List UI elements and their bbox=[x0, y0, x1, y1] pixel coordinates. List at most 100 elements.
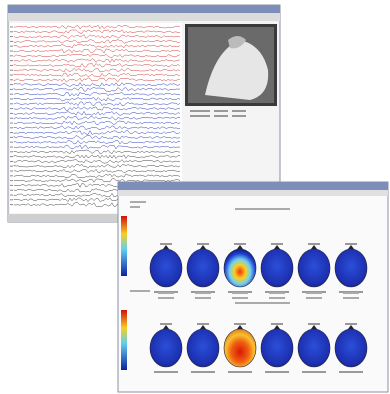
head-map bbox=[334, 248, 368, 288]
channel-label bbox=[10, 55, 13, 57]
trace-area bbox=[10, 23, 182, 213]
head-nose bbox=[237, 245, 243, 249]
info-text bbox=[190, 110, 246, 117]
head-nose bbox=[348, 245, 354, 249]
channel-label bbox=[10, 160, 13, 162]
head-nose bbox=[274, 245, 280, 249]
head-nose bbox=[200, 325, 206, 329]
color-scale bbox=[121, 216, 127, 276]
channel-label bbox=[10, 45, 13, 47]
channel-label bbox=[10, 117, 13, 119]
channel-label bbox=[10, 170, 13, 172]
head-map bbox=[149, 328, 183, 368]
head-nose bbox=[163, 325, 169, 329]
channel-label bbox=[10, 31, 13, 33]
value-text bbox=[269, 297, 285, 299]
channel-label bbox=[10, 175, 13, 177]
eeg-trace bbox=[13, 140, 181, 145]
head-nose bbox=[274, 325, 280, 329]
value-text bbox=[232, 292, 248, 294]
topo-maps bbox=[149, 243, 368, 373]
eeg-trace bbox=[13, 154, 181, 159]
map-label bbox=[308, 323, 320, 325]
channel-label bbox=[10, 88, 13, 90]
eeg-trace bbox=[13, 44, 181, 49]
channel-label bbox=[10, 36, 13, 38]
title-bar bbox=[8, 5, 280, 13]
channel-label bbox=[10, 103, 13, 105]
head-nose bbox=[311, 245, 317, 249]
value-text bbox=[195, 297, 211, 299]
channel-label bbox=[10, 136, 13, 138]
eeg-trace bbox=[13, 120, 181, 126]
head-map bbox=[186, 328, 220, 368]
map-label bbox=[308, 243, 320, 245]
head-map bbox=[186, 248, 220, 288]
eeg-trace bbox=[13, 24, 181, 30]
channel-label bbox=[10, 79, 13, 81]
channel-label bbox=[10, 108, 13, 110]
eeg-trace bbox=[13, 97, 181, 102]
eeg-trace bbox=[13, 159, 181, 164]
eeg-trace bbox=[13, 58, 181, 63]
value-text bbox=[343, 292, 359, 294]
map-label bbox=[160, 243, 172, 245]
map-label bbox=[345, 323, 357, 325]
eeg-trace bbox=[13, 110, 181, 116]
topo-window bbox=[117, 181, 389, 393]
eeg-trace bbox=[13, 63, 181, 68]
head-map bbox=[223, 248, 257, 288]
eeg-trace bbox=[13, 149, 181, 155]
channel-label bbox=[10, 122, 13, 124]
eeg-trace bbox=[13, 53, 181, 58]
eeg-trace bbox=[13, 72, 181, 78]
head-map bbox=[149, 248, 183, 288]
channel-label bbox=[10, 98, 13, 100]
channel-label bbox=[10, 184, 13, 186]
channel-label bbox=[10, 84, 13, 86]
header-text bbox=[130, 201, 290, 304]
value-text bbox=[232, 297, 248, 299]
eeg-trace bbox=[13, 77, 181, 83]
eeg-trace bbox=[13, 91, 181, 97]
eeg-trace bbox=[13, 130, 181, 135]
eeg-trace bbox=[13, 135, 181, 140]
map-label bbox=[345, 243, 357, 245]
eeg-trace bbox=[13, 125, 181, 131]
title-bar bbox=[118, 182, 388, 190]
channel-label bbox=[10, 146, 13, 148]
map-label bbox=[197, 323, 209, 325]
color-scale bbox=[121, 310, 127, 370]
map-range bbox=[154, 371, 178, 373]
map-range bbox=[228, 371, 252, 373]
eeg-trace bbox=[13, 101, 181, 107]
channel-label bbox=[10, 180, 13, 182]
eeg-trace bbox=[13, 115, 181, 121]
channel-label bbox=[10, 156, 13, 158]
toolbar bbox=[8, 13, 280, 21]
head-map bbox=[260, 248, 294, 288]
map-label bbox=[160, 323, 172, 325]
eeg-window bbox=[7, 4, 281, 223]
value-text bbox=[158, 292, 174, 294]
channel-label bbox=[10, 189, 13, 191]
eeg-trace bbox=[13, 144, 181, 150]
channel-label bbox=[10, 93, 13, 95]
eeg-trace bbox=[13, 82, 181, 87]
channel-label bbox=[10, 199, 13, 201]
eeg-trace bbox=[13, 106, 181, 111]
head-map bbox=[334, 328, 368, 368]
video-head bbox=[228, 36, 246, 49]
value-text bbox=[195, 292, 211, 294]
menu-bar bbox=[118, 190, 388, 196]
channel-label bbox=[10, 26, 13, 28]
map-label bbox=[234, 323, 246, 325]
head-nose bbox=[348, 325, 354, 329]
head-nose bbox=[200, 245, 206, 249]
video-figure bbox=[205, 40, 269, 100]
map-label bbox=[271, 243, 283, 245]
head-nose bbox=[237, 325, 243, 329]
value-text bbox=[343, 297, 359, 299]
